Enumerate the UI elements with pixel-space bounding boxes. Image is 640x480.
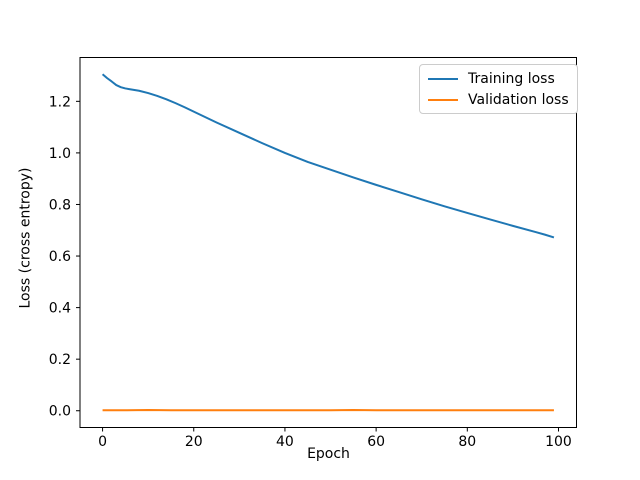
- legend-label-validation-loss: Validation loss: [468, 91, 569, 108]
- x-tick-label: 80: [458, 434, 476, 450]
- legend-item-training-loss: Training loss: [428, 68, 569, 89]
- training-loss-line: [101, 73, 555, 239]
- y-tick-label: 1.0: [49, 146, 71, 162]
- x-axis-label: Epoch: [307, 446, 350, 462]
- x-tick-label: 20: [185, 434, 203, 450]
- y-tick-label: 0.4: [49, 301, 71, 317]
- y-axis-label: Loss (cross entropy): [17, 167, 34, 309]
- y-tick-label: 0.2: [49, 352, 71, 368]
- x-tick-label: 40: [276, 434, 294, 450]
- x-tick-label: 100: [545, 434, 572, 450]
- x-tick-label: 60: [367, 434, 385, 450]
- y-tick-label: 0.6: [49, 249, 71, 265]
- x-tick-label: 0: [98, 434, 107, 450]
- y-tick-label: 1.2: [49, 94, 71, 110]
- axes-border: [79, 57, 577, 428]
- y-tick-label: 0.0: [49, 404, 71, 420]
- training-loss-line-swatch: [428, 77, 458, 80]
- validation-loss-line-swatch: [428, 98, 458, 101]
- y-tick-label: 0.8: [49, 197, 71, 213]
- legend-label-training-loss: Training loss: [468, 70, 555, 87]
- legend: Training loss Validation loss: [419, 64, 578, 114]
- legend-item-validation-loss: Validation loss: [428, 89, 569, 110]
